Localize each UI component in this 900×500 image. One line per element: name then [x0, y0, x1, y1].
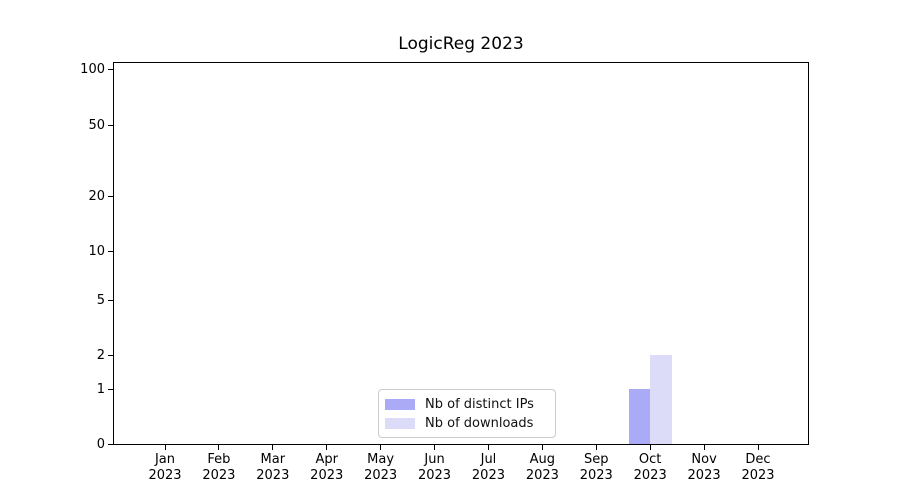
legend-row-downloads: Nb of downloads	[385, 415, 546, 432]
y-axis-tick	[108, 250, 113, 252]
y-axis-tick	[108, 388, 113, 390]
x-axis-tick	[487, 445, 489, 450]
x-axis-tick	[541, 445, 543, 450]
y-axis-tick-label: 1	[96, 381, 105, 397]
x-axis-tick-label: Aug 2023	[525, 452, 559, 483]
x-axis-tick	[703, 445, 705, 450]
x-axis-tick-label: Apr 2023	[310, 452, 344, 483]
legend: Nb of distinct IPs Nb of downloads	[378, 389, 556, 438]
legend-label-distinct-ips: Nb of distinct IPs	[425, 397, 534, 412]
x-axis-tick	[757, 445, 759, 450]
y-axis-tick-label: 50	[88, 117, 105, 133]
legend-label-downloads: Nb of downloads	[425, 416, 534, 431]
y-axis-tick	[108, 124, 113, 126]
x-axis-tick-label: Jul 2023	[471, 452, 505, 483]
x-axis-tick	[595, 445, 597, 450]
x-axis-tick-label: Feb 2023	[202, 452, 236, 483]
y-axis-tick-label: 5	[96, 292, 105, 308]
x-axis-tick	[164, 445, 166, 450]
y-axis-tick-label: 0	[96, 437, 105, 452]
bar-distinct-ips	[628, 389, 651, 444]
x-axis-tick-label: Mar 2023	[256, 452, 290, 483]
x-axis-tick-label: Jun 2023	[417, 452, 452, 483]
x-axis-tick	[272, 445, 274, 450]
y-axis-tick-label: 2	[96, 347, 105, 363]
x-axis-tick-label: Sep 2023	[579, 452, 613, 483]
plot-area	[113, 62, 809, 445]
x-axis-tick-label: May 2023	[364, 452, 398, 483]
x-axis-tick	[218, 445, 220, 450]
x-axis-tick	[380, 445, 382, 450]
x-axis-tick	[649, 445, 651, 450]
legend-swatch-downloads	[385, 418, 415, 429]
x-axis-tick	[434, 445, 436, 450]
chart-title: LogicReg 2023	[398, 34, 524, 54]
y-axis-tick-label: 100	[80, 61, 105, 77]
y-axis-tick	[108, 195, 113, 197]
x-axis-tick-label: Dec 2023	[741, 452, 775, 483]
y-axis-tick	[108, 354, 113, 356]
y-axis-tick-label: 10	[88, 243, 105, 259]
y-axis-tick	[108, 299, 113, 301]
y-axis-tick	[108, 444, 113, 445]
legend-row-distinct-ips: Nb of distinct IPs	[385, 396, 546, 413]
legend-swatch-distinct-ips	[385, 399, 415, 410]
x-axis-tick	[326, 445, 328, 450]
x-axis-tick-label: Oct 2023	[633, 452, 667, 483]
bar-downloads	[650, 355, 672, 444]
x-axis-tick-label: Jan 2023	[148, 452, 182, 483]
y-axis-tick	[108, 68, 113, 70]
y-axis-tick-label: 20	[88, 188, 105, 204]
x-axis-tick-label: Nov 2023	[687, 452, 721, 483]
